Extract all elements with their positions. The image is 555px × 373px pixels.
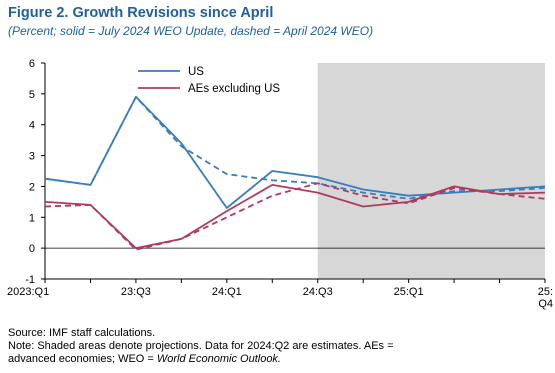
note-line-2-italic: World Economic Outlook. <box>156 353 281 365</box>
x-tick-label: 24:Q3 <box>303 286 333 298</box>
legend-label-aes: AEs excluding US <box>188 83 280 95</box>
chart-subtitle: (Percent; solid = July 2024 WEO Update, … <box>8 24 374 38</box>
chart-svg: -1 0 1 2 3 4 5 6 2023:Q1 23:Q3 24:Q1 24:Q3 25:Q1 25:Q… <box>7 58 553 310</box>
x-tick-label: 25:Q1 <box>394 286 424 298</box>
x-tick-label: 25: <box>538 286 553 298</box>
chart-notes: Source: IMF staff calculations. Note: Sh… <box>8 327 548 366</box>
y-tick-label: 2 <box>29 181 35 193</box>
y-tick-label: 1 <box>29 212 35 224</box>
y-tick-label: -1 <box>25 274 35 286</box>
y-tick-label: 3 <box>29 151 35 163</box>
x-tick-label: 2023:Q1 <box>7 286 49 298</box>
x-tick-label: 23:Q3 <box>121 286 151 298</box>
chart-title: Figure 2. Growth Revisions since April <box>8 5 274 21</box>
y-tick-label: 5 <box>29 89 35 101</box>
note-line-1: Note: Shaded areas denote projections. D… <box>8 340 394 352</box>
x-tick-label-line2: Q4 <box>538 298 553 310</box>
note-line-2: advanced economies; WEO = World Economic… <box>8 353 548 366</box>
legend-label-us: US <box>188 66 204 78</box>
series-us-solid <box>44 96 546 209</box>
note-line-2-plain: advanced economies; WEO = <box>8 353 157 365</box>
source-note: Source: IMF staff calculations. <box>8 327 156 339</box>
y-tick-label: 0 <box>29 243 35 255</box>
series-aes-dashed <box>44 182 546 251</box>
projection-shade <box>317 63 545 279</box>
x-tick-label: 24:Q1 <box>212 286 242 298</box>
series-us-dashed <box>44 96 546 200</box>
y-tick-label: 4 <box>29 120 35 132</box>
y-tick-label: 6 <box>29 58 35 70</box>
